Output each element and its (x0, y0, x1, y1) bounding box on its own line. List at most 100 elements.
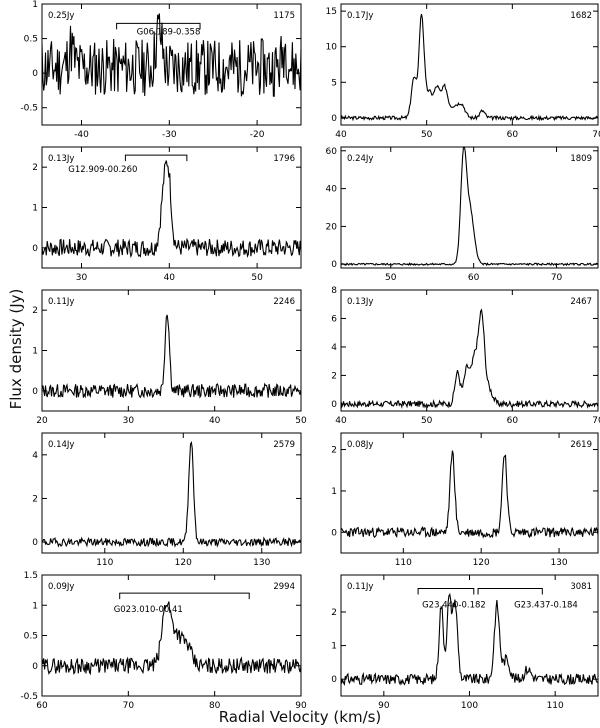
x-tick-label: 100 (461, 701, 478, 711)
x-tick-label: 90 (295, 701, 307, 711)
y-tick-label: 6 (331, 314, 337, 324)
x-tick-label: 130 (550, 558, 567, 568)
y-tick-label: 2 (331, 371, 337, 381)
y-tick-label: 40 (326, 185, 338, 195)
x-tick-label: 40 (164, 273, 176, 283)
panel-3081: 90 100 110 0 1 2 0.11Jy 3081 G23.440-0.182 G23.43… (331, 574, 599, 711)
source-name-label: G023.010-00.41 (114, 605, 183, 615)
panel-frame (41, 3, 302, 126)
y-tick-label: -0.5 (20, 104, 38, 114)
x-tick-label: -30 (162, 130, 177, 140)
y-tick-label: 60 (326, 147, 338, 157)
panel-frame (41, 432, 302, 554)
y-tick-label: 2 (32, 163, 38, 173)
x-tick-label: 40 (335, 130, 347, 140)
panel-2619: 110 120 130 0 1 2 0.08Jy 2619 (331, 432, 599, 568)
source-number-label: 1809 (570, 154, 592, 164)
spectrum-line (340, 450, 599, 539)
spectrum-line (340, 592, 599, 687)
x-tick-label: 60 (36, 701, 48, 711)
x-tick-label: 110 (395, 558, 412, 568)
source-range-bracket (477, 587, 543, 595)
x-tick-label: 110 (547, 701, 564, 711)
y-tick-label: 1 (331, 487, 337, 497)
x-tick-label: 110 (96, 558, 113, 568)
y-tick-label: 4 (32, 451, 38, 461)
source-range-bracket (417, 587, 475, 595)
source-number-label: 2467 (570, 297, 592, 307)
x-axis-title: Radial Velocity (km/s) (218, 708, 382, 726)
x-tick-label: 70 (551, 273, 563, 283)
source-range-bracket (124, 154, 188, 162)
y-tick-label: 8 (331, 286, 337, 296)
y-tick-label: 0 (32, 244, 38, 254)
y-tick-label: 4 (331, 343, 337, 353)
source-number-label: 2619 (570, 440, 592, 450)
panel-1809: 50 60 70 0 20 40 60 0.24Jy 1809 (326, 146, 599, 283)
rms-label: 0.13Jy (347, 297, 373, 307)
spectrum-line (340, 308, 599, 409)
x-tick-label: 30 (76, 273, 88, 283)
source-range-bracket (119, 592, 250, 600)
x-tick-label: 40 (209, 416, 221, 426)
y-tick-label: 10 (326, 43, 338, 53)
x-tick-label: 70 (592, 416, 600, 426)
x-tick-label: 50 (385, 273, 397, 283)
y-tick-label: 1 (331, 642, 337, 652)
panel-2994: 60 70 80 90 -0.5 0 0.5 1 1.5 0.09Jy 2994 G023.010-0… (20, 571, 307, 711)
x-tick-label: 90 (378, 701, 390, 711)
source-name-label: G12.909-00.260 (68, 165, 137, 175)
y-tick-label: 0 (32, 387, 38, 397)
y-tick-label: 0 (331, 400, 337, 410)
panel-2467: 40 50 60 70 0 2 4 6 8 0.13Jy 2467 (331, 286, 600, 426)
y-tick-label: 0.5 (24, 632, 38, 642)
x-tick-label: 50 (295, 416, 307, 426)
rms-label: 0.08Jy (347, 440, 373, 450)
panel-1682: 40 50 60 70 0 5 10 15 0.17Jy 1682 (326, 3, 600, 140)
y-tick-label: 2 (32, 494, 38, 504)
y-tick-label: 0 (32, 662, 38, 672)
y-tick-label: 0.5 (24, 35, 38, 45)
x-tick-label: 30 (123, 416, 135, 426)
spectrum-line (41, 314, 302, 399)
source-number-label: 2246 (273, 297, 295, 307)
x-tick-label: 70 (592, 130, 600, 140)
panel-frame (340, 432, 599, 554)
panel-1796: 30 40 50 0 1 2 0.13Jy 1796 G12.909-00.260 (32, 146, 302, 283)
source-number-label: 1796 (273, 154, 295, 164)
y-tick-label: 2 (32, 306, 38, 316)
y-tick-label: 5 (331, 78, 337, 88)
x-tick-label: 50 (421, 130, 433, 140)
spectrum-line (41, 441, 302, 548)
rms-label: 0.24Jy (347, 154, 373, 164)
panel-frame (340, 146, 599, 269)
spectrum-line (41, 13, 302, 97)
rms-label: 0.14Jy (48, 440, 74, 450)
rms-label: 0.13Jy (48, 154, 74, 164)
y-axis-title: Flux density (Jy) (7, 288, 25, 410)
source-name-label: G06.189-0.358 (137, 27, 201, 37)
source-number-label: 3081 (570, 582, 592, 592)
y-tick-label: 0 (331, 260, 337, 270)
rms-label: 0.11Jy (347, 582, 373, 592)
y-tick-label: 0 (331, 114, 337, 124)
rms-label: 0.25Jy (48, 11, 74, 21)
x-tick-label: 80 (209, 701, 221, 711)
x-tick-label: 70 (123, 701, 135, 711)
y-tick-label: 1 (32, 601, 38, 611)
panel-2579: 110 120 130 0 2 4 0.14Jy 2579 (32, 432, 302, 568)
y-tick-label: 0 (331, 675, 337, 685)
y-tick-label: 2 (331, 446, 337, 456)
x-tick-label: -20 (250, 130, 265, 140)
y-tick-label: 0 (32, 69, 38, 79)
x-tick-label: 40 (335, 416, 347, 426)
source-name-label: G23.440-0.182 (422, 600, 486, 610)
source-range-bracket (116, 22, 201, 30)
y-axis-title-wrap: Flux density (Jy) (0, 289, 36, 410)
spectrum-line (41, 160, 302, 259)
x-tick-label: 60 (507, 130, 519, 140)
panel-1175: -40 -30 -20 -0.5 0 0.5 1 0.25Jy 1175 G06.189-0.35… (20, 0, 302, 140)
x-tick-label: 120 (175, 558, 192, 568)
x-tick-label: 50 (251, 273, 263, 283)
